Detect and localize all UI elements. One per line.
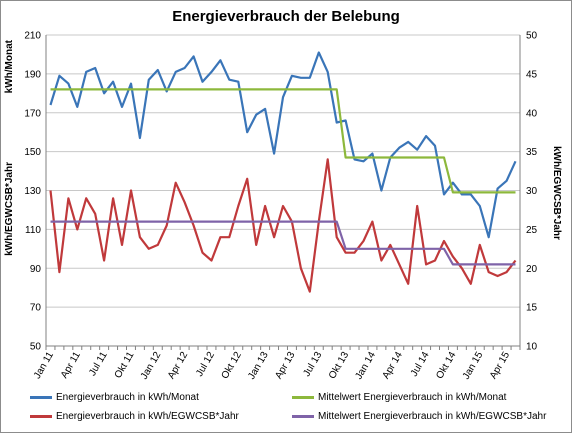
legend-label-0: Energieverbrauch in kWh/Monat (56, 392, 199, 403)
x-tick-label: Apr 14 (381, 350, 405, 381)
left-tick-label: 150 (24, 147, 41, 158)
series-line-3 (50, 220, 516, 266)
right-tick-label: 45 (526, 69, 538, 80)
x-tick-label: Okt 11 (113, 350, 137, 381)
legend-item-series-0: Energieverbrauch in kWh/Monat (30, 392, 199, 403)
left-tick-label: 50 (30, 342, 42, 353)
left-tick-label: 130 (24, 186, 41, 197)
x-tick-label: Apr 15 (488, 350, 512, 381)
left-tick-label: 90 (30, 264, 42, 275)
right-axis-label: kWh/EGWCSB*Jahr (551, 146, 562, 240)
right-tick-label: 20 (526, 264, 538, 275)
legend-item-series-1: Mittelwert Energieverbrauch in kWh/Monat (292, 392, 506, 403)
legend-swatch-3 (292, 415, 314, 418)
left-tick-label: 170 (24, 108, 41, 119)
legend-swatch-2 (30, 415, 52, 418)
right-tick-label: 35 (526, 147, 538, 158)
x-tick-label: Okt 13 (327, 350, 351, 381)
series-line-1 (50, 88, 516, 194)
x-tick-label: Apr 11 (59, 350, 83, 381)
legend-item-series-2: Energieverbrauch in kWh/EGWCSB*Jahr (30, 411, 239, 422)
x-tick-label: Jan 15 (461, 350, 486, 382)
right-tick-label: 15 (526, 303, 538, 314)
series-line-0 (49, 51, 517, 239)
legend-swatch-1 (292, 396, 314, 399)
x-tick-label: Jul 13 (302, 350, 325, 379)
legend-label-2: Energieverbrauch in kWh/EGWCSB*Jahr (56, 411, 239, 422)
right-tick-label: 40 (526, 108, 538, 119)
left-tick-label: 70 (30, 303, 42, 314)
left-tick-label: 110 (25, 225, 41, 236)
x-tick-label: Okt 14 (434, 350, 458, 381)
x-tick-label: Jan 13 (246, 350, 271, 382)
right-tick-label: 50 (526, 31, 538, 42)
x-tick-label: Jan 14 (353, 350, 378, 382)
left-tick-label: 190 (24, 69, 41, 80)
right-tick-label: 25 (526, 225, 538, 236)
x-tick-label: Jan 11 (32, 350, 56, 381)
x-tick-label: Jul 11 (87, 350, 110, 378)
x-tick-label: Jul 14 (409, 350, 432, 379)
right-tick-label: 30 (526, 186, 538, 197)
x-tick-label: Okt 12 (220, 350, 244, 381)
series-line-2 (49, 158, 517, 293)
x-tick-label: Jan 12 (139, 350, 164, 382)
x-tick-label: Apr 13 (273, 350, 297, 381)
legend-label-3: Mittelwert Energieverbrauch in kWh/EGWCS… (318, 411, 547, 422)
chart-title: Energieverbrauch der Belebung (172, 8, 400, 25)
legend-label-1: Mittelwert Energieverbrauch in kWh/Monat (318, 392, 507, 403)
legend-swatch-0 (30, 396, 52, 399)
x-tick-label: Jul 12 (194, 350, 217, 379)
x-tick-label: Apr 12 (166, 350, 190, 381)
right-tick-label: 10 (526, 342, 538, 353)
legend-item-series-3: Mittelwert Energieverbrauch in kWh/EGWCS… (292, 411, 546, 422)
left-tick-label: 210 (24, 31, 41, 42)
